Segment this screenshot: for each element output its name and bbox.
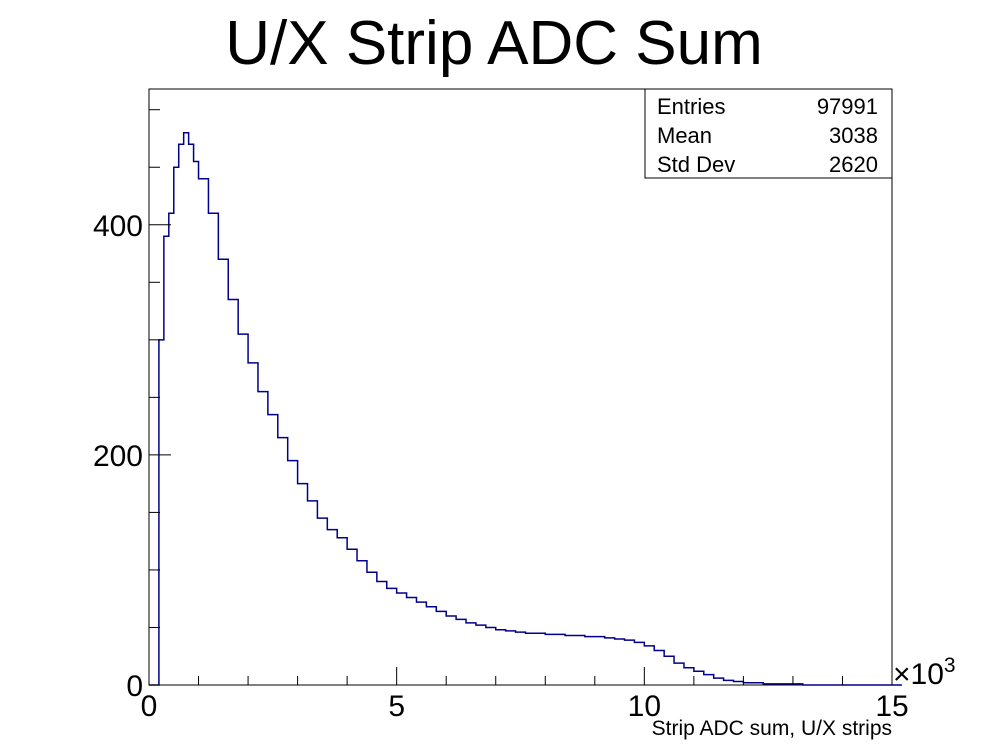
x-axis: 0 5 10 15 (141, 667, 909, 723)
stats-box-frame (644, 88, 893, 179)
stats-value-entries: 97991 (817, 94, 878, 119)
stats-value-stddev: 2620 (829, 152, 878, 177)
histogram-line (149, 131, 902, 686)
stats-label-mean: Mean (657, 123, 712, 148)
x-tick-label: 15 (875, 690, 908, 723)
stats-box: Entries 97991 Mean 3038 Std Dev 2620 (644, 88, 893, 179)
y-tick-label: 400 (93, 210, 143, 243)
stats-label-stddev: Std Dev (657, 152, 735, 177)
plot-frame (148, 88, 893, 686)
y-tick-label: 0 (126, 670, 143, 703)
stats-value-mean: 3038 (829, 123, 878, 148)
y-tick-label: 200 (93, 440, 143, 473)
x-axis-multiplier: ×103 (893, 654, 956, 691)
x-tick-label: 0 (141, 690, 158, 723)
x-axis-title: Strip ADC sum, U/X strips (652, 717, 892, 740)
stats-label-entries: Entries (657, 94, 725, 119)
y-axis: 0 200 400 (93, 109, 171, 703)
x-tick-label: 5 (388, 690, 405, 723)
chart-title: U/X Strip ADC Sum (225, 9, 762, 78)
x-tick-label: 10 (628, 690, 661, 723)
histogram-series (149, 131, 902, 686)
